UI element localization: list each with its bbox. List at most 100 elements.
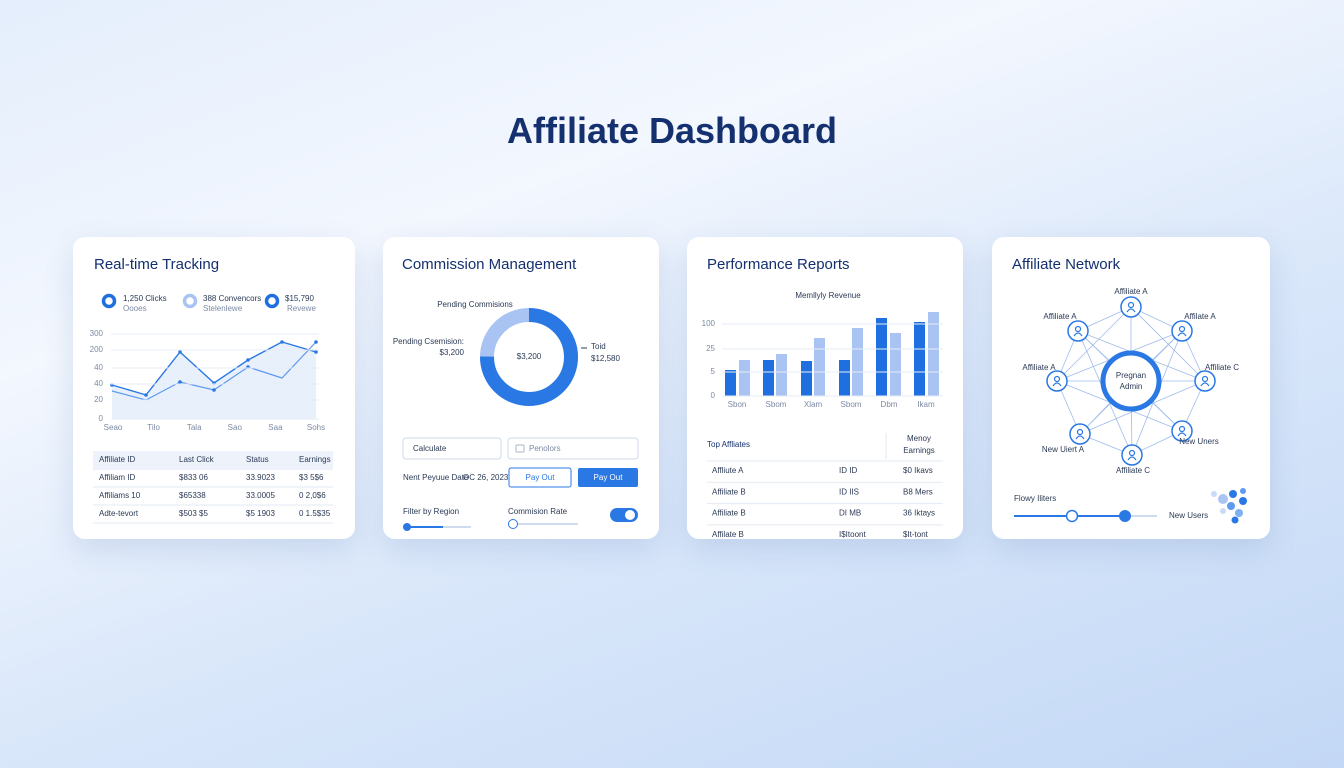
line-area [112, 342, 316, 419]
stat-label: Stelenlewe [203, 304, 243, 313]
x-label: Dbm [881, 400, 898, 409]
network-graphic: Affiliate Network Pregnan Admin Flowy Il… [1012, 256, 1247, 524]
y-label: 300 [90, 329, 104, 338]
table-cell: $It-tont [903, 530, 929, 539]
toggle-knob [625, 510, 635, 520]
donut-title: Pending Commisions [437, 300, 513, 309]
center-label: Pregnan [1116, 371, 1146, 380]
y-label: 20 [94, 395, 103, 404]
node-icon [1075, 435, 1085, 440]
node-label: Affiliate A [1114, 287, 1148, 296]
y-label: 40 [94, 363, 103, 372]
table-cell: $0 Ikavs [903, 466, 933, 475]
table-cell: Adte-tevort [99, 509, 139, 518]
search-input[interactable] [507, 437, 639, 460]
bars-dark [725, 318, 925, 396]
y-label: 200 [90, 345, 104, 354]
node-label: Affiliate C [1116, 466, 1150, 475]
x-label: Ikam [917, 400, 935, 409]
node-label: Affiliate C [1205, 363, 1239, 372]
table-header: Status [246, 455, 269, 464]
x-label: Sbom [766, 400, 787, 409]
network-link [1130, 306, 1206, 382]
date-label: Nent Peyuue Date [403, 473, 469, 482]
x-label: Sohs [307, 423, 325, 432]
table-cell: B8 Mers [903, 487, 933, 496]
table-cell: 36 Iktays [903, 509, 935, 518]
x-label: Sbon [728, 400, 747, 409]
card-title: Affiliate Network [1012, 256, 1121, 273]
x-label: Saa [268, 423, 283, 432]
reports-card: Performance Reports Memllyly Revenue Top… [687, 237, 963, 539]
input-text: Calculate [413, 444, 447, 453]
pay-out-button[interactable] [508, 467, 572, 488]
y-label: 100 [702, 319, 716, 328]
tracking-card: Real-time Tracking 1,250 Clicks Oooes 38… [73, 237, 355, 539]
node-label: Affilate A [1184, 312, 1216, 321]
center-label: Admin [1120, 382, 1143, 391]
rate-label: Commision Rate [508, 507, 568, 516]
slider-knob[interactable] [403, 523, 411, 531]
node-label: Affiliate A [1043, 312, 1077, 321]
table-cell: 33.0005 [246, 491, 275, 500]
table-cell: Affiliam ID [99, 473, 136, 482]
slider-knob[interactable] [1119, 510, 1131, 522]
stat-value: $15,790 [285, 294, 314, 303]
table-header: Earnings [299, 455, 331, 464]
node-icon [1073, 332, 1083, 337]
table-cell: $65338 [179, 491, 206, 500]
x-label: Xlam [804, 400, 823, 409]
calculate-input[interactable] [402, 437, 502, 460]
table-cell: ID IIS [839, 487, 859, 496]
table-cell: $3 5$6 [299, 473, 324, 482]
node-label: New Uiert A [1042, 445, 1085, 454]
donut-center: $3,200 [517, 352, 542, 361]
node-icon [1177, 432, 1187, 437]
table-header: Affiliate ID [99, 455, 136, 464]
pay-out-button[interactable] [578, 468, 638, 487]
y-label: 5 [711, 367, 716, 376]
node-icon [1200, 382, 1210, 387]
y-label: 25 [706, 344, 715, 353]
stat-icon [101, 293, 117, 309]
commission-card: Commission Management Pending Commisions… [383, 237, 659, 539]
table-header: Menoy [907, 434, 931, 443]
table-header: Earnings [903, 446, 935, 455]
x-label: Sao [228, 423, 243, 432]
table-cell: ID ID [839, 466, 857, 475]
table-title: Top Affliates [707, 440, 750, 449]
table-cell: $833 06 [179, 473, 208, 482]
node-icon [1178, 325, 1186, 333]
center-node [1100, 350, 1162, 412]
slider-knob[interactable] [508, 519, 518, 529]
table-cell: Affiliate B [712, 487, 746, 496]
node-icon [1074, 325, 1082, 333]
node-icon [1201, 375, 1209, 383]
card-title: Real-time Tracking [94, 256, 219, 273]
x-label: Tilo [147, 423, 160, 432]
reports-graphic: Performance Reports Memllyly Revenue Top… [702, 256, 943, 539]
donut-left-value: $3,200 [440, 348, 465, 357]
node-icon [1178, 425, 1186, 433]
node-icon [1052, 382, 1062, 387]
x-label: Tala [187, 423, 202, 432]
line-points [110, 340, 318, 397]
table-cell: 0 1.5$35 [299, 509, 331, 518]
tracking-graphic: Real-time Tracking 1,250 Clicks Oooes 38… [90, 256, 333, 524]
input-icon [515, 444, 525, 453]
table-cell: Affilate B [712, 530, 744, 539]
stat-value: 388 Convencors [203, 294, 261, 303]
node-icon [1127, 456, 1137, 461]
card-title: Commission Management [402, 256, 577, 273]
slider-knob[interactable] [1065, 509, 1079, 523]
table-cell: Affiliate B [712, 509, 746, 518]
stat-label: Revewe [287, 304, 316, 313]
network-link [1056, 306, 1132, 382]
chart-title: Memllyly Revenue [795, 291, 861, 300]
table-header-bg [93, 451, 333, 470]
node-icon [1076, 428, 1084, 436]
donut-left-label: Pending Csemision: [393, 337, 464, 346]
stat-value: 1,250 Clicks [123, 294, 167, 303]
table-cell: DI MB [839, 509, 861, 518]
donut-arc [480, 308, 578, 406]
